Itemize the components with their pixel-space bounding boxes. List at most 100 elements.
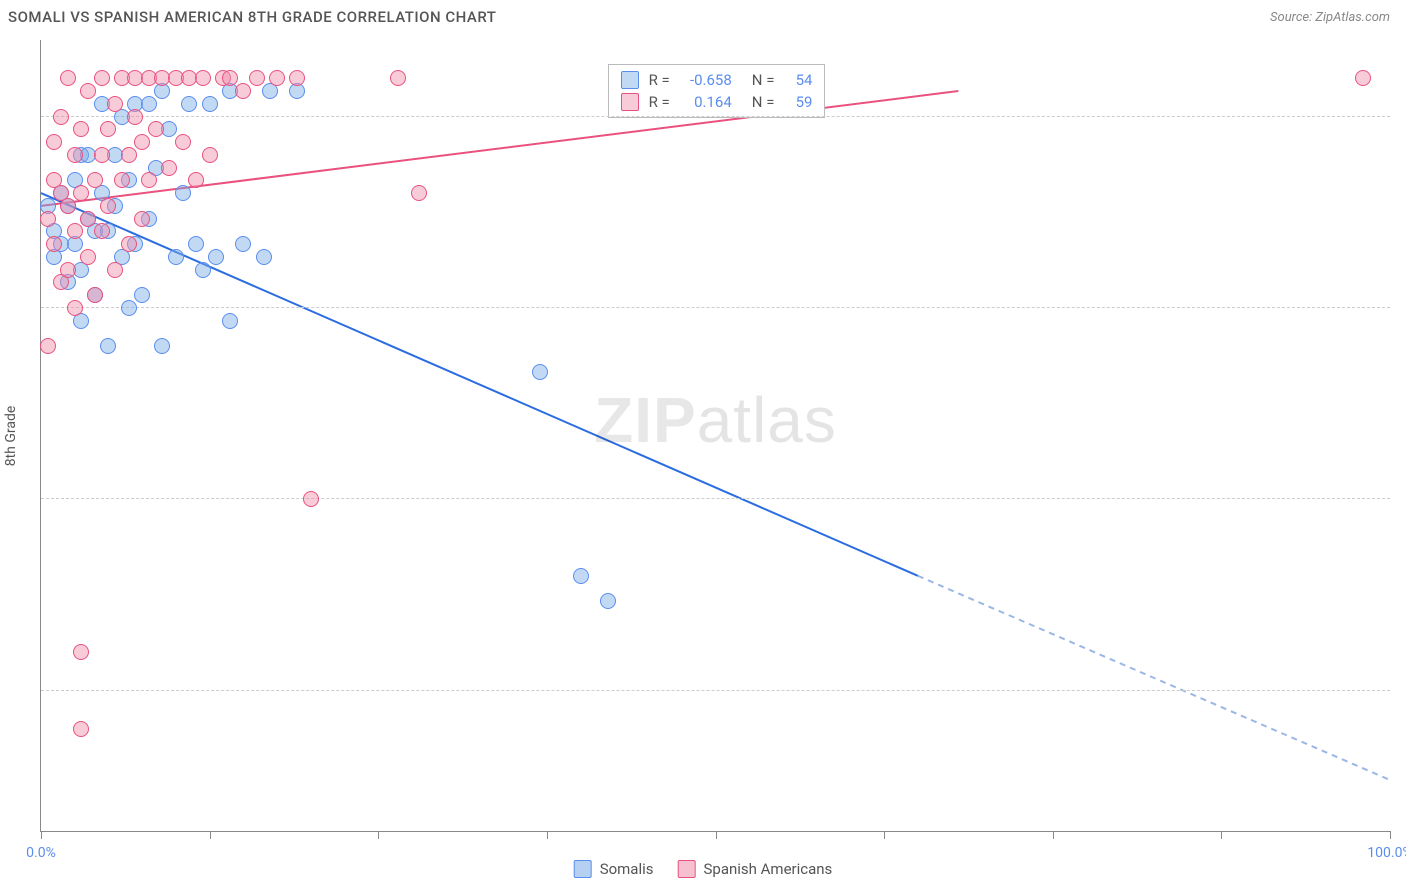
data-point bbox=[532, 364, 548, 380]
data-point bbox=[80, 211, 96, 227]
data-point bbox=[121, 300, 137, 316]
data-point bbox=[127, 109, 143, 125]
x-tick bbox=[210, 831, 211, 839]
data-point bbox=[60, 70, 76, 86]
data-point bbox=[87, 287, 103, 303]
y-tick-label: 77.5% bbox=[1400, 667, 1406, 683]
data-point bbox=[94, 147, 110, 163]
data-point bbox=[73, 721, 89, 737]
x-tick bbox=[716, 831, 717, 839]
gridline-h bbox=[41, 690, 1390, 691]
data-point bbox=[107, 96, 123, 112]
data-point bbox=[67, 147, 83, 163]
data-point bbox=[94, 70, 110, 86]
data-point bbox=[195, 70, 211, 86]
chart-container: 8th Grade ZIPatlas R =-0.658N =54R =0.16… bbox=[40, 40, 1390, 832]
data-point bbox=[168, 249, 184, 265]
series-swatch bbox=[621, 93, 639, 111]
gridline-h bbox=[41, 116, 1390, 117]
legend-item: Somalis bbox=[574, 860, 654, 878]
y-tick-label: 92.5% bbox=[1400, 284, 1406, 300]
gridline-h bbox=[41, 498, 1390, 499]
series-swatch bbox=[621, 71, 639, 89]
stat-n-value: 54 bbox=[784, 71, 812, 89]
chart-title: SOMALI VS SPANISH AMERICAN 8TH GRADE COR… bbox=[8, 8, 496, 26]
data-point bbox=[40, 211, 56, 227]
data-point bbox=[73, 644, 89, 660]
data-point bbox=[235, 236, 251, 252]
data-point bbox=[222, 70, 238, 86]
data-point bbox=[390, 70, 406, 86]
x-tick bbox=[884, 831, 885, 839]
stats-row: R =-0.658N =54 bbox=[609, 69, 825, 91]
stats-row: R =0.164N =59 bbox=[609, 91, 825, 113]
data-point bbox=[195, 262, 211, 278]
data-point bbox=[87, 172, 103, 188]
data-point bbox=[73, 121, 89, 137]
data-point bbox=[80, 83, 96, 99]
data-point bbox=[222, 313, 238, 329]
data-point bbox=[289, 70, 305, 86]
data-point bbox=[73, 185, 89, 201]
data-point bbox=[208, 249, 224, 265]
gridline-h bbox=[41, 307, 1390, 308]
data-point bbox=[256, 249, 272, 265]
stat-r-value: 0.164 bbox=[680, 93, 732, 111]
data-point bbox=[141, 172, 157, 188]
x-tick bbox=[1053, 831, 1054, 839]
data-point bbox=[60, 262, 76, 278]
data-point bbox=[60, 198, 76, 214]
data-point bbox=[154, 338, 170, 354]
data-point bbox=[67, 300, 83, 316]
data-point bbox=[600, 593, 616, 609]
data-point bbox=[100, 121, 116, 137]
y-axis-label: 8th Grade bbox=[3, 405, 19, 466]
data-point bbox=[303, 491, 319, 507]
data-point bbox=[181, 96, 197, 112]
data-point bbox=[40, 338, 56, 354]
data-point bbox=[46, 236, 62, 252]
data-point bbox=[121, 147, 137, 163]
x-tick bbox=[1390, 831, 1391, 839]
x-tick-label: 100.0% bbox=[1367, 845, 1406, 861]
data-point bbox=[161, 160, 177, 176]
x-tick bbox=[41, 831, 42, 839]
data-point bbox=[411, 185, 427, 201]
y-tick-label: 85.0% bbox=[1400, 475, 1406, 491]
x-tick-label: 0.0% bbox=[26, 845, 56, 861]
legend-swatch bbox=[574, 860, 592, 878]
data-point bbox=[134, 134, 150, 150]
y-tick-label: 100.0% bbox=[1400, 93, 1406, 109]
data-point bbox=[1355, 70, 1371, 86]
chart-source: Source: ZipAtlas.com bbox=[1270, 10, 1390, 25]
x-tick bbox=[378, 831, 379, 839]
legend-item: Spanish Americans bbox=[678, 860, 833, 878]
x-tick bbox=[1221, 831, 1222, 839]
legend-swatch bbox=[678, 860, 696, 878]
plot-area: ZIPatlas R =-0.658N =54R =0.164N =59 77.… bbox=[41, 40, 1390, 831]
data-point bbox=[202, 147, 218, 163]
data-point bbox=[121, 236, 137, 252]
legend: Somalis Spanish Americans bbox=[574, 860, 833, 878]
stat-r-label: R = bbox=[649, 93, 670, 111]
stat-r-label: R = bbox=[649, 71, 670, 89]
data-point bbox=[148, 121, 164, 137]
data-point bbox=[53, 109, 69, 125]
data-point bbox=[188, 236, 204, 252]
stat-n-value: 59 bbox=[784, 93, 812, 111]
data-point bbox=[202, 96, 218, 112]
legend-label: Spanish Americans bbox=[704, 860, 833, 878]
data-point bbox=[249, 70, 265, 86]
data-point bbox=[141, 96, 157, 112]
data-point bbox=[175, 134, 191, 150]
data-point bbox=[100, 338, 116, 354]
correlation-stats-box: R =-0.658N =54R =0.164N =59 bbox=[608, 64, 826, 118]
trend-line bbox=[918, 576, 1390, 780]
data-point bbox=[100, 198, 116, 214]
data-point bbox=[134, 287, 150, 303]
data-point bbox=[175, 185, 191, 201]
data-point bbox=[46, 134, 62, 150]
data-point bbox=[188, 172, 204, 188]
trend-lines-svg bbox=[41, 40, 1390, 831]
x-tick bbox=[547, 831, 548, 839]
